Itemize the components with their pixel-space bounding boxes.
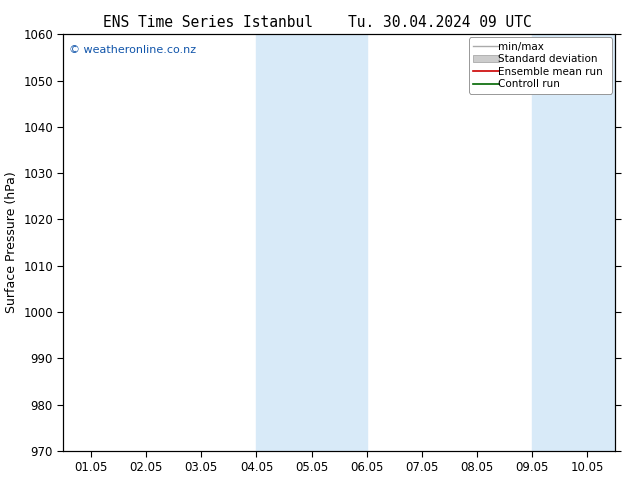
Text: © weatheronline.co.nz: © weatheronline.co.nz: [69, 45, 196, 55]
Y-axis label: Surface Pressure (hPa): Surface Pressure (hPa): [4, 172, 18, 314]
Bar: [256, 34, 367, 451]
Text: ENS Time Series Istanbul    Tu. 30.04.2024 09 UTC: ENS Time Series Istanbul Tu. 30.04.2024 …: [103, 15, 531, 30]
Bar: [533, 34, 615, 451]
Legend: min/max, Standard deviation, Ensemble mean run, Controll run: min/max, Standard deviation, Ensemble me…: [469, 37, 612, 94]
